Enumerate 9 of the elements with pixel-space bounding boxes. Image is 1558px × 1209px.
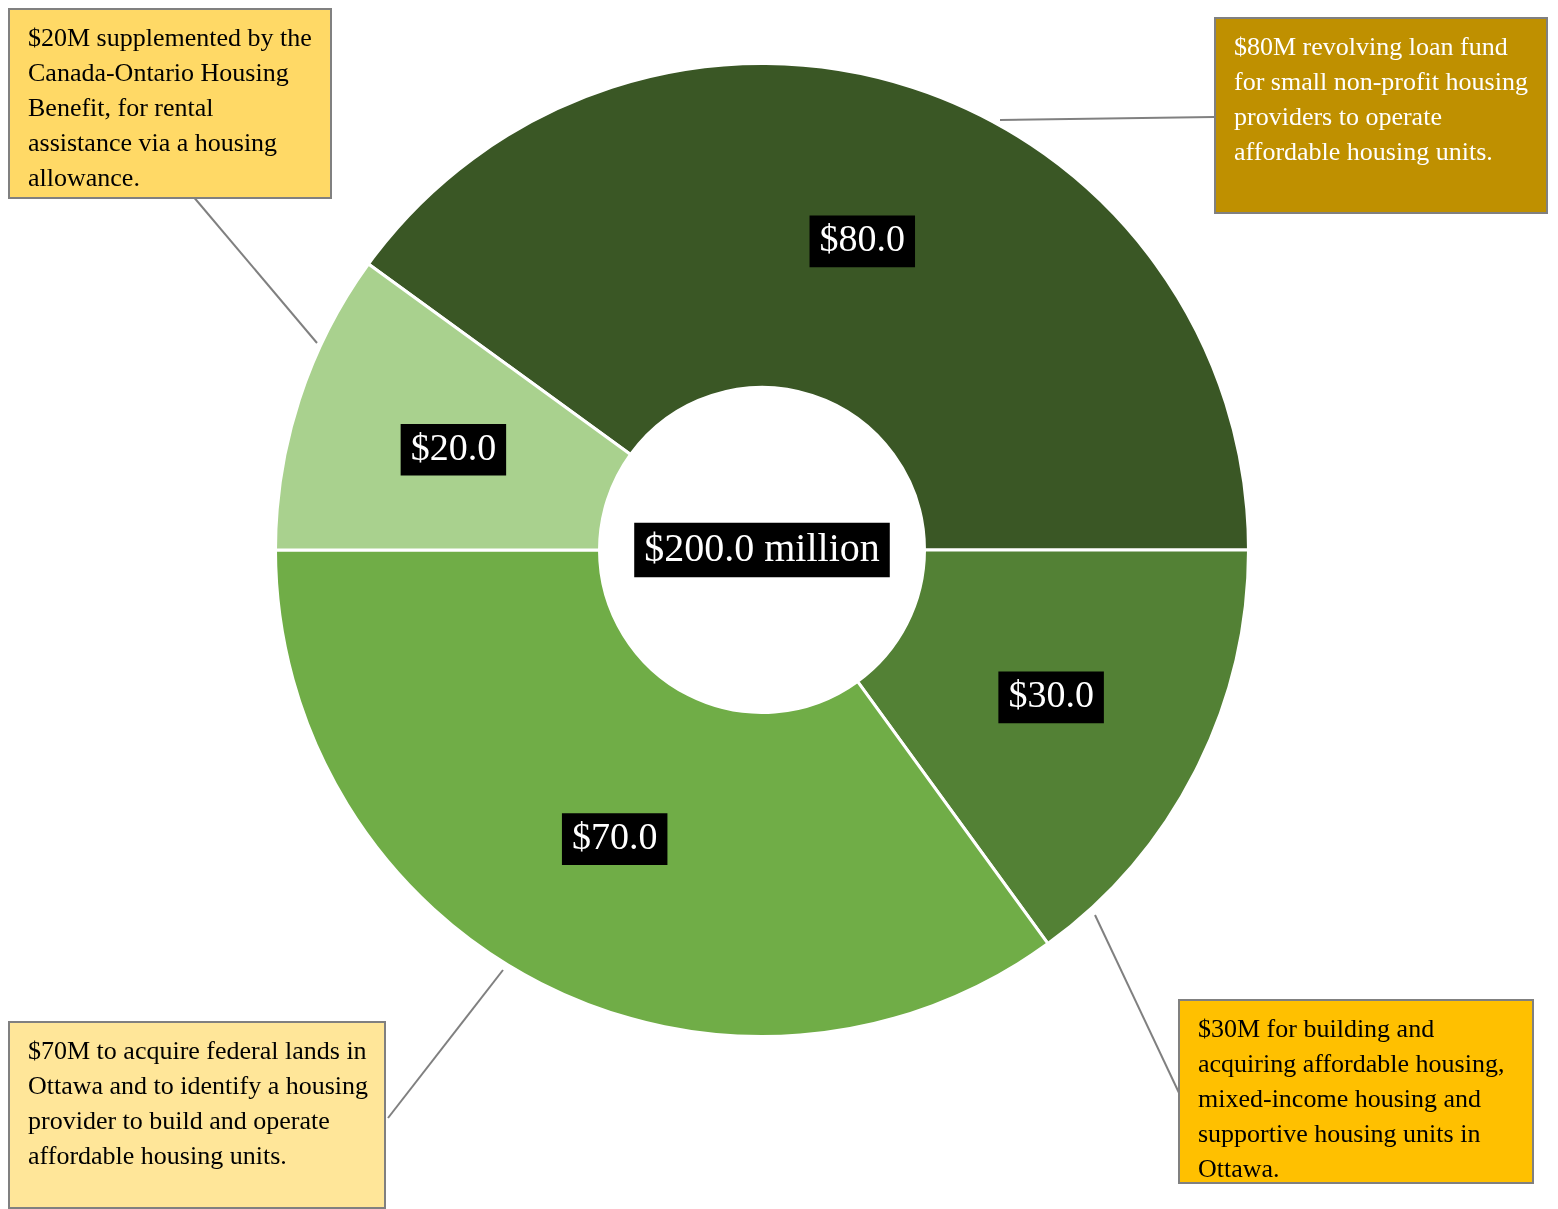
slice-label: $20M supplemented by the Canada-Ontario Housing Benefit, for rental assistance via a housing allowance. xyxy=(8,8,332,199)
data-label: $70.0 xyxy=(571,815,658,858)
slice-label: $30M for building and acquiring affordable housing, mixed-income housing and supportive housing units in Ottawa. xyxy=(1178,999,1534,1184)
text: $200.0 million xyxy=(644,524,880,570)
slice-label: $70M to acquire federal lands in Ottawa and to identify a housing provider to build and operate affordable housing units. xyxy=(8,1021,386,1209)
data-label: $20.0 xyxy=(410,425,497,468)
data-label: $30.0 xyxy=(1008,673,1094,716)
slice-label: $80M revolving loan fund for small non-profit housing providers to operate affordable housing units. xyxy=(1214,17,1548,214)
data-label: $80.0 xyxy=(819,217,906,260)
